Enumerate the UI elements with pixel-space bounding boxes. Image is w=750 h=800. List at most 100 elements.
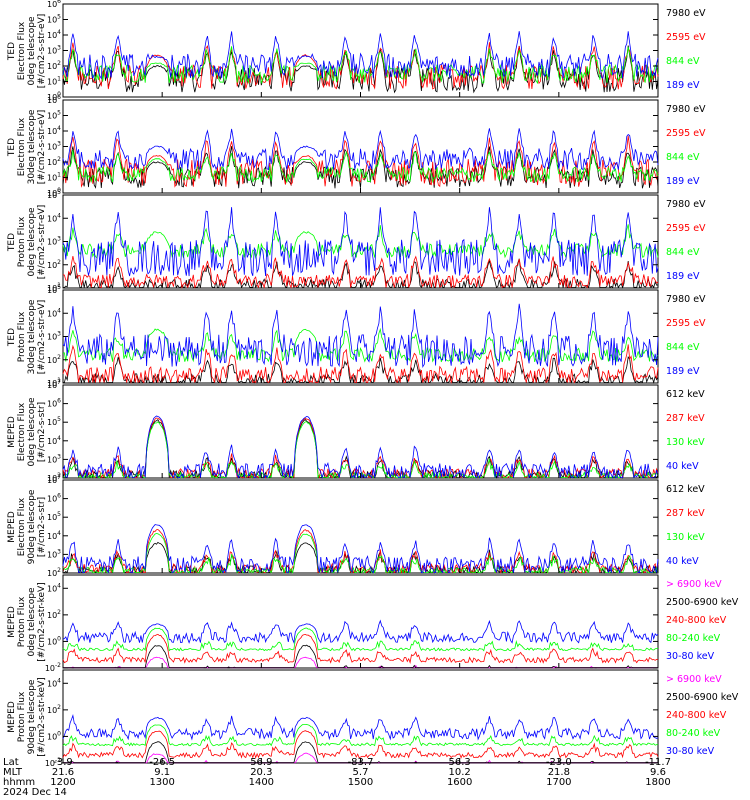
y-axis-title: TED Proton Flux 30deg telescope [#/cm2-s-st… xyxy=(7,299,47,374)
y-axis-title-line: 30deg telescope xyxy=(27,109,37,184)
y-axis-title-line: Electron Flux xyxy=(17,402,27,461)
legend-entry: 844 eV xyxy=(666,152,700,163)
bottom-lat-value: -23.0 xyxy=(546,757,572,768)
bottom-lat-value: -83.7 xyxy=(348,757,374,768)
bottom-lat-value: 56.9 xyxy=(250,757,272,768)
y-axis-title: TED Electron Flux 0deg telescope [#/cm2-s-s… xyxy=(7,14,47,89)
legend-entry: 844 eV xyxy=(666,342,700,353)
y-tick-label: 105 xyxy=(47,14,61,25)
y-tick-label: 104 xyxy=(47,435,61,446)
bottom-lat-value: -11.7 xyxy=(645,757,671,768)
y-tick-label: 10-2 xyxy=(45,757,61,768)
series-line-3 xyxy=(62,327,659,363)
legend-entry: 612 keV xyxy=(666,484,705,495)
y-tick-label: 102 xyxy=(47,704,61,715)
y-axis-title-line: MEPED xyxy=(7,416,17,448)
y-axis-title-line: Electron Flux xyxy=(17,497,27,556)
series-line-3 xyxy=(62,633,659,664)
series-line-2 xyxy=(62,42,659,90)
y-axis-title: MEPED Proton Flux 90deg telescope [#/cm2-s-… xyxy=(7,677,47,756)
y-tick-label: 103 xyxy=(47,453,61,464)
legend-entry: 2500-6900 keV xyxy=(666,692,739,703)
y-tick-label: 101 xyxy=(47,377,61,388)
legend-entry: 7980 eV xyxy=(666,294,706,305)
bottom-hhmm-value: 1800 xyxy=(645,777,670,788)
y-tick-label: 104 xyxy=(47,530,61,541)
legend-entry: 30-80 keV xyxy=(666,651,715,662)
legend-entry: 130 keV xyxy=(666,437,705,448)
legend-entry: 7980 eV xyxy=(666,199,706,210)
legend-entry: 30-80 keV xyxy=(666,746,715,757)
y-tick-label: 103 xyxy=(47,331,61,342)
y-axis-title: TED Proton Flux 0deg telescope [#/cm2-s-str… xyxy=(7,205,47,280)
y-tick-label: 107 xyxy=(47,474,61,485)
legend-entry: 612 keV xyxy=(666,389,705,400)
y-axis-title-line: MEPED xyxy=(7,701,17,733)
y-tick-label: 103 xyxy=(47,236,61,247)
y-tick-label: 100 xyxy=(47,187,61,198)
panel-frame xyxy=(62,384,659,479)
legend-entry: > 6900 keV xyxy=(666,674,722,685)
y-tick-label: 105 xyxy=(47,110,61,121)
y-tick-label: 104 xyxy=(47,307,61,318)
legend-entry: 189 eV xyxy=(666,271,700,282)
y-axis-title: MEPED Electron Flux 0deg telescope [#/cm2-s… xyxy=(7,397,47,467)
legend-entry: 130 keV xyxy=(666,532,705,543)
y-axis-title-line: TED xyxy=(7,328,17,347)
y-axis-title-line: Proton Flux xyxy=(17,311,27,362)
y-axis-title-line: MEPED xyxy=(7,511,17,543)
bottom-mlt-value: 20.3 xyxy=(250,767,272,778)
series-line-3 xyxy=(62,46,659,85)
y-tick-label: 106 xyxy=(47,493,61,504)
series-line-5 xyxy=(62,619,659,644)
legend-entry: 7980 eV xyxy=(666,8,706,19)
y-axis-title-line: Proton Flux xyxy=(17,596,27,647)
y-tick-label: 105 xyxy=(47,189,61,200)
y-tick-label: 105 xyxy=(47,511,61,522)
y-axis-title-line: [#/cm2-s-str] xyxy=(37,497,47,557)
panel-frame xyxy=(62,99,659,194)
series-line-4 xyxy=(62,128,659,171)
y-axis-title-line: [#/cm2-s-str] xyxy=(37,402,47,462)
y-axis-title-line: TED xyxy=(7,233,17,252)
panel-frame xyxy=(62,669,659,764)
bottom-row-label: 2024 Dec 14 xyxy=(3,787,67,798)
series-line-3 xyxy=(62,730,659,759)
y-axis-title-line: [#/cm2-s-str-eV] xyxy=(37,205,47,280)
y-tick-label: 100 xyxy=(47,91,61,102)
y-axis-title-line: 0deg telescope xyxy=(27,587,37,657)
series-line-4 xyxy=(62,415,659,480)
legend-entry: 2595 eV xyxy=(666,223,706,234)
y-tick-label: 101 xyxy=(47,76,61,87)
bottom-hhmm-value: 1700 xyxy=(546,777,571,788)
y-axis-title-line: Proton Flux xyxy=(17,691,27,742)
bottom-row-label: Lat xyxy=(3,757,19,768)
y-axis-title-line: MEPED xyxy=(7,606,17,638)
bottom-row-label: MLT xyxy=(3,767,23,778)
bottom-hhmm-value: 1600 xyxy=(447,777,472,788)
y-tick-label: 103 xyxy=(47,141,61,152)
y-axis-title-line: [#/cm2-s-str-eV] xyxy=(37,300,47,375)
y-tick-label: 102 xyxy=(47,156,61,167)
y-tick-label: 100 xyxy=(47,730,61,741)
panel-frame xyxy=(62,574,659,669)
series-line-4 xyxy=(62,207,659,277)
legend-entry: > 6900 keV xyxy=(666,579,722,590)
legend-entry: 40 keV xyxy=(666,556,699,567)
y-axis-title-line: [#/cm2-s-str-keV] xyxy=(37,582,47,661)
legend-entry: 2595 eV xyxy=(666,318,706,329)
legend-entry: 2595 eV xyxy=(666,128,706,139)
bottom-mlt-value: 9.1 xyxy=(154,767,170,778)
y-tick-label: 102 xyxy=(47,567,61,578)
y-axis-title-line: [#/cm2-s-str-eV] xyxy=(37,110,47,185)
bottom-lat-value: -3.9 xyxy=(53,757,73,768)
series-line-4 xyxy=(62,31,659,80)
legend-entry: 844 eV xyxy=(666,56,700,67)
y-axis-title-line: Electron Flux xyxy=(17,21,27,80)
